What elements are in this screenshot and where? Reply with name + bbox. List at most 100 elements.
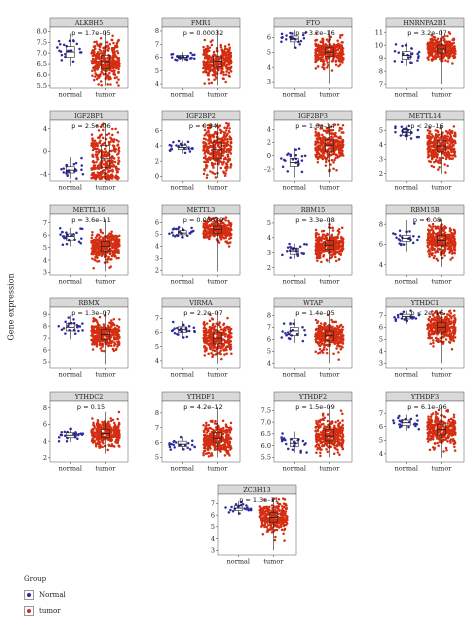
- point-tumor: [111, 244, 115, 248]
- point-tumor: [105, 133, 109, 137]
- y-tick-label: 8: [379, 67, 383, 75]
- point-tumor: [228, 137, 232, 141]
- point-tumor: [225, 150, 228, 153]
- point-tumor: [93, 164, 97, 167]
- point-tumor: [432, 56, 435, 59]
- point-normal: [173, 331, 177, 335]
- point-normal: [281, 330, 284, 333]
- point-tumor: [433, 48, 436, 51]
- point-tumor: [325, 131, 329, 135]
- point-tumor: [95, 63, 99, 67]
- point-tumor: [97, 83, 100, 86]
- point-tumor: [96, 256, 99, 260]
- point-tumor: [426, 244, 429, 248]
- p-value-label: p = 1.6e–14: [295, 122, 335, 130]
- point-tumor: [443, 231, 447, 234]
- point-tumor: [433, 137, 437, 140]
- point-tumor: [227, 330, 231, 333]
- point-tumor: [117, 146, 121, 149]
- y-tick-label: 6: [267, 335, 271, 343]
- point-normal: [185, 329, 188, 333]
- point-normal: [75, 177, 78, 180]
- panel-title: IGF2BP3: [298, 112, 328, 120]
- point-tumor: [206, 45, 209, 48]
- point-tumor: [228, 48, 231, 52]
- point-normal: [301, 33, 305, 37]
- point-tumor: [430, 237, 434, 240]
- point-normal: [416, 59, 419, 62]
- point-tumor: [207, 61, 210, 64]
- point-normal: [416, 238, 419, 242]
- point-normal: [417, 235, 421, 238]
- point-normal: [284, 159, 287, 163]
- point-tumor: [98, 75, 102, 78]
- point-tumor: [101, 238, 104, 242]
- point-normal: [190, 226, 193, 230]
- point-tumor: [436, 249, 439, 253]
- point-tumor: [340, 54, 343, 58]
- point-tumor: [431, 252, 434, 255]
- point-tumor: [331, 226, 334, 230]
- point-tumor: [448, 237, 452, 240]
- y-tick-label: 7.0: [37, 49, 47, 57]
- point-tumor: [217, 153, 221, 156]
- point-tumor: [94, 55, 97, 58]
- point-tumor: [202, 48, 206, 52]
- point-tumor: [114, 237, 117, 241]
- x-tick-label-normal: normal: [283, 184, 306, 192]
- point-normal: [71, 60, 75, 64]
- point-tumor: [117, 340, 120, 343]
- point-tumor: [445, 234, 448, 238]
- p-value-label: p = 3.2e–07: [407, 29, 447, 37]
- y-tick-label: 9: [379, 54, 383, 62]
- point-normal: [65, 242, 69, 246]
- point-tumor: [101, 136, 105, 140]
- point-tumor: [217, 68, 220, 72]
- point-tumor: [432, 243, 436, 247]
- point-normal: [80, 227, 84, 231]
- y-tick-label: 9: [43, 310, 47, 318]
- point-tumor: [92, 143, 95, 146]
- point-tumor: [317, 233, 320, 236]
- point-tumor: [321, 65, 324, 69]
- point-normal: [172, 140, 175, 144]
- point-tumor: [329, 135, 333, 139]
- point-tumor: [208, 152, 212, 156]
- point-tumor: [205, 176, 209, 179]
- point-tumor: [337, 44, 341, 47]
- point-tumor: [91, 154, 94, 158]
- points-tumor: [202, 38, 233, 85]
- point-tumor: [110, 230, 113, 233]
- point-tumor: [215, 233, 219, 236]
- point-tumor: [314, 56, 318, 59]
- point-tumor: [91, 57, 95, 61]
- y-tick-label: 3: [379, 155, 383, 163]
- point-tumor: [314, 134, 317, 137]
- y-tick-label: 6: [43, 231, 47, 239]
- point-tumor: [225, 126, 229, 130]
- point-tumor: [452, 148, 455, 151]
- point-tumor: [339, 153, 343, 156]
- point-tumor: [204, 333, 208, 337]
- point-normal: [285, 34, 288, 37]
- point-tumor: [94, 236, 98, 239]
- point-normal: [69, 49, 73, 52]
- point-tumor: [110, 324, 113, 327]
- point-tumor: [224, 166, 227, 170]
- point-tumor: [114, 127, 117, 131]
- point-tumor: [97, 250, 100, 253]
- point-tumor: [110, 149, 113, 153]
- point-tumor: [110, 341, 113, 345]
- point-tumor: [111, 127, 114, 131]
- point-tumor: [443, 163, 446, 166]
- point-tumor: [222, 77, 225, 81]
- point-tumor: [116, 51, 120, 55]
- point-tumor: [337, 245, 340, 248]
- y-tick-label: 0: [267, 152, 271, 160]
- point-tumor: [205, 53, 209, 57]
- point-tumor: [218, 351, 221, 355]
- point-tumor: [315, 231, 318, 235]
- point-tumor: [219, 166, 223, 170]
- point-tumor: [222, 170, 225, 174]
